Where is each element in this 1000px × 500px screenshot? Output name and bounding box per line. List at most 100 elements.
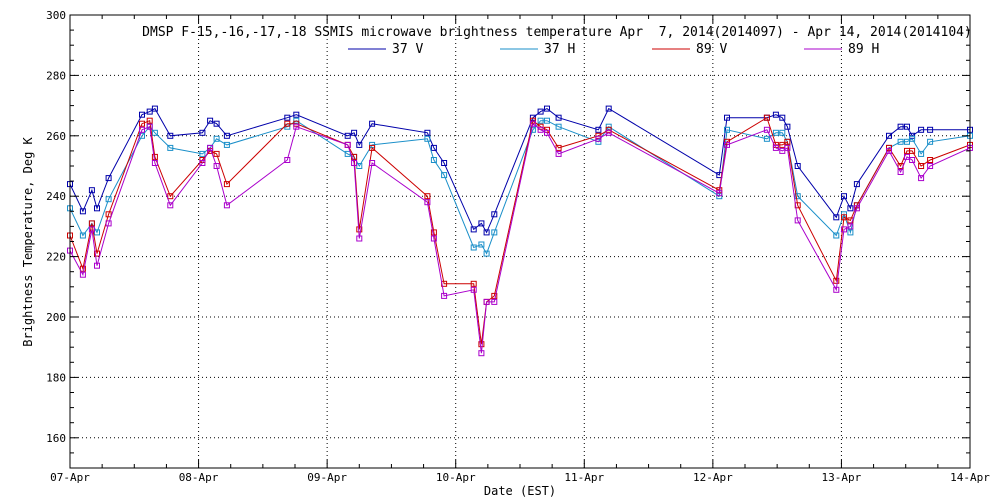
data-point: [94, 262, 100, 269]
data-point: [927, 157, 934, 163]
series-layer: [67, 105, 973, 357]
data-point: [537, 117, 544, 124]
data-point: [223, 202, 230, 209]
data-point: [369, 120, 376, 127]
data-point: [763, 126, 770, 133]
data-point: [424, 193, 431, 200]
data-point: [772, 111, 779, 118]
data-point: [284, 120, 291, 127]
data-point: [886, 147, 892, 154]
y-axis-label: Brightness Temperature, Deg K: [21, 136, 35, 346]
data-point: [223, 132, 230, 139]
data-point: [841, 193, 847, 200]
data-point: [886, 132, 892, 139]
data-point: [483, 250, 490, 257]
data-point: [470, 280, 477, 287]
x-tick-label: 14-Apr: [950, 471, 990, 484]
data-point: [794, 163, 801, 169]
data-point: [724, 126, 730, 133]
legend-label: 89 H: [848, 42, 879, 57]
data-point: [779, 129, 786, 136]
data-point: [784, 144, 791, 151]
data-point: [424, 135, 431, 142]
x-tick-label: 07-Apr: [50, 471, 90, 484]
data-point: [344, 150, 351, 157]
data-point: [904, 153, 910, 160]
y-tick-label: 160: [46, 432, 66, 445]
y-tick-label: 200: [46, 311, 66, 324]
data-point: [491, 298, 498, 305]
data-point: [724, 138, 730, 145]
data-point: [847, 223, 854, 230]
data-point: [853, 181, 860, 188]
data-point: [344, 132, 351, 139]
data-point: [105, 196, 112, 203]
axes: 160 180 200 220 240 260 280 300 07-Apr 08-Apr 09-A…: [46, 9, 990, 484]
data-point: [88, 220, 95, 227]
data-point: [478, 241, 485, 248]
data-point: [139, 120, 145, 127]
data-point: [847, 205, 854, 212]
y-tick-label: 260: [46, 130, 66, 143]
data-point: [344, 141, 351, 148]
data-point: [79, 232, 86, 239]
data-point: [537, 108, 544, 115]
data-point: [213, 120, 220, 127]
data-point: [167, 132, 174, 139]
data-point: [779, 114, 786, 121]
data-point: [927, 126, 934, 133]
x-axis-label: Date (EST): [484, 484, 556, 498]
data-point: [105, 220, 112, 227]
legend-label: 89 V: [696, 42, 727, 57]
data-point: [605, 129, 612, 136]
legend-label: 37 H: [544, 42, 575, 57]
data-point: [207, 144, 214, 151]
data-point: [470, 286, 477, 293]
legend: 37 V 37 H 89 V 89 H: [348, 42, 879, 57]
data-point: [223, 181, 230, 188]
data-point: [555, 114, 562, 121]
series-line: [69, 122, 971, 354]
data-point: [716, 190, 723, 197]
plot-frame: [69, 14, 971, 469]
data-point: [784, 138, 791, 145]
data-point: [199, 160, 206, 166]
data-point: [918, 163, 925, 169]
data-point: [369, 144, 376, 151]
data-point: [897, 123, 904, 130]
data-point: [79, 271, 86, 278]
data-point: [430, 229, 437, 236]
data-point: [918, 126, 925, 133]
data-point: [605, 123, 612, 130]
data-point: [478, 220, 485, 227]
data-point: [146, 123, 153, 130]
data-point: [529, 120, 536, 127]
data-point: [847, 229, 854, 236]
x-tick-label: 13-Apr: [822, 471, 862, 484]
data-point: [151, 105, 158, 112]
data-point: [555, 123, 562, 130]
y-tick-label: 220: [46, 251, 66, 264]
data-point: [772, 144, 779, 151]
data-point: [424, 129, 431, 136]
data-point: [833, 277, 840, 284]
data-point: [213, 135, 220, 142]
data-point: [369, 160, 376, 166]
data-point: [146, 117, 153, 124]
data-point: [105, 175, 112, 182]
data-point: [595, 135, 602, 142]
data-point: [491, 211, 498, 218]
data-point: [478, 341, 485, 348]
data-point: [430, 235, 437, 242]
data-point: [544, 129, 550, 136]
y-tick-label: 180: [46, 371, 66, 384]
data-point: [918, 175, 925, 182]
data-point: [213, 163, 220, 169]
data-point: [293, 123, 300, 130]
data-point: [853, 205, 860, 212]
data-point: [927, 138, 934, 145]
data-point: [167, 202, 174, 209]
grid-lines: [70, 15, 970, 468]
y-tick-label: 280: [46, 69, 66, 82]
